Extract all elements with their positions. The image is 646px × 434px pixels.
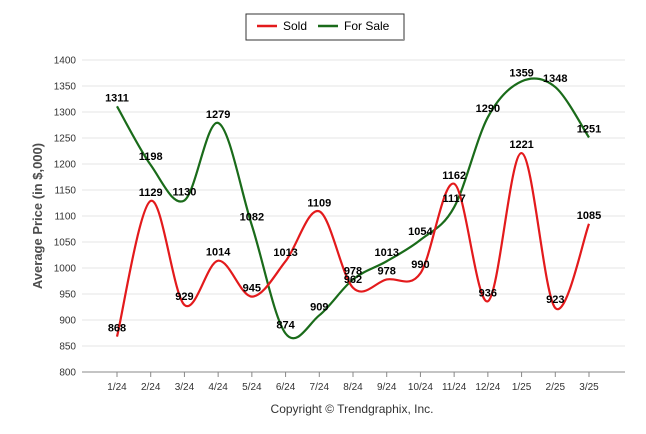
data-label-for-sale: 909 [310, 301, 328, 313]
data-label-for-sale: 1117 [443, 193, 466, 205]
legend[interactable]: Sold For Sale [245, 13, 405, 41]
y-tick-label: 1250 [54, 134, 77, 145]
data-label-for-sale: 1290 [476, 103, 500, 115]
y-tick-label: 1100 [54, 212, 76, 223]
y-tick-label: 800 [59, 368, 76, 379]
y-tick-label: 1050 [54, 238, 77, 249]
data-label-sold: 929 [175, 291, 193, 303]
x-tick-label: 2/25 [546, 382, 566, 393]
x-tick-label: 7/24 [310, 382, 330, 393]
data-label-sold: 868 [108, 323, 126, 335]
data-label-sold: 923 [546, 294, 564, 306]
data-label-for-sale: 1198 [139, 151, 163, 163]
data-label-sold: 936 [479, 287, 497, 299]
data-label-for-sale: 1054 [408, 226, 433, 238]
legend-label-for-sale[interactable]: For Sale [344, 19, 390, 33]
x-tick-label: 1/24 [107, 382, 127, 393]
data-label-sold: 1129 [139, 187, 163, 199]
data-labels: 8681129929101494510131109962978990116293… [105, 67, 601, 334]
data-label-sold: 962 [344, 274, 362, 286]
y-tick-label: 1200 [54, 160, 77, 171]
data-label-for-sale: 1348 [543, 73, 567, 85]
x-tick-label: 3/25 [579, 382, 599, 393]
data-label-for-sale: 1013 [374, 247, 398, 259]
y-tick-label: 900 [59, 316, 76, 327]
gridlines [82, 59, 625, 373]
data-label-for-sale: 1311 [105, 92, 129, 104]
data-label-for-sale: 1359 [509, 67, 533, 79]
y-tick-label: 1400 [54, 56, 77, 67]
data-label-sold: 1013 [273, 247, 297, 259]
data-label-for-sale: 978 [344, 265, 362, 277]
x-tick-label: 8/24 [343, 382, 363, 393]
data-label-sold: 1085 [577, 210, 601, 222]
legend-label-sold[interactable]: Sold [283, 19, 307, 33]
y-tick-label: 1350 [54, 82, 77, 93]
x-tick-label: 10/24 [408, 382, 433, 393]
x-tick-label: 2/24 [141, 382, 161, 393]
data-label-for-sale: 1251 [577, 123, 601, 135]
series-line-sold [115, 151, 591, 337]
x-tick-label: 6/24 [276, 382, 296, 393]
data-label-sold: 1014 [206, 247, 231, 259]
copyright-credit: Copyright © Trendgraphix, Inc. [271, 402, 434, 416]
x-tick-label: 3/24 [175, 382, 195, 393]
y-tick-label: 1000 [54, 264, 77, 275]
axes: Average Price (in $,000) Copyright © Tre… [30, 56, 599, 417]
y-axis-label: Average Price (in $,000) [30, 143, 45, 289]
y-tick-label: 850 [59, 342, 76, 353]
y-tick-label: 1150 [54, 186, 76, 197]
data-label-sold: 978 [378, 265, 396, 277]
data-label-sold: 1162 [442, 170, 466, 182]
data-label-sold: 945 [243, 283, 261, 295]
data-label-for-sale: 1130 [172, 186, 196, 198]
data-label-sold: 990 [411, 259, 429, 271]
y-tick-label: 950 [59, 290, 76, 301]
data-label-for-sale: 1279 [206, 109, 230, 121]
data-label-sold: 1109 [307, 197, 331, 209]
x-tick-label: 12/24 [475, 382, 500, 393]
series-lines [115, 77, 591, 340]
x-tick-label: 4/24 [208, 382, 228, 393]
data-label-for-sale: 874 [276, 320, 295, 332]
y-tick-label: 1300 [54, 108, 77, 119]
x-tick-label: 11/24 [442, 382, 467, 393]
x-tick-label: 1/25 [512, 382, 532, 393]
data-label-sold: 1221 [509, 139, 533, 151]
x-tick-label: 9/24 [377, 382, 397, 393]
series-line-for-sale [116, 77, 590, 340]
data-label-for-sale: 1082 [240, 211, 264, 223]
x-tick-label: 5/24 [242, 382, 262, 393]
